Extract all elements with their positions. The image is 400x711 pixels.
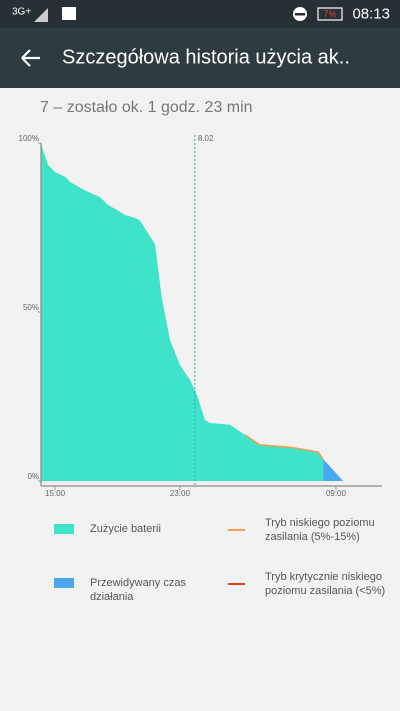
y-tick-label: 50% [23, 303, 39, 312]
battery-icon [317, 7, 343, 21]
mode-line [244, 434, 324, 460]
battery-area [41, 143, 324, 481]
legend-label: Zużycie baterii [90, 523, 161, 535]
clock: 08:13 [352, 5, 390, 22]
legend-label: Tryb niskiego poziomu zasilania (5%-15%) [265, 517, 375, 543]
x-tick-label: 23:00 [170, 489, 191, 498]
battery-area [323, 459, 344, 481]
x-tick-label: 09:00 [326, 489, 347, 498]
legend-swatch [228, 529, 245, 531]
status-bar [0, 0, 400, 28]
legend-swatch [228, 583, 245, 585]
legend-swatch [54, 524, 74, 534]
app-title: Szczegółowa historia użycia ak.. [62, 46, 350, 68]
legend-label: Przewidywany czas działania [90, 577, 186, 603]
app-bar [0, 28, 400, 88]
y-tick-label: 0% [27, 472, 39, 481]
back-button[interactable] [21, 49, 40, 67]
legend-label: Tryb krytycznie niskiego poziomu zasilan… [265, 571, 386, 597]
battery-level: 7% [323, 9, 336, 19]
network: 3G+ [12, 7, 31, 18]
legend-swatch [54, 578, 74, 588]
x-tick-label: 15:00 [45, 489, 66, 498]
y-tick-label: 100% [19, 134, 39, 143]
image-icon [62, 7, 76, 20]
signal-icon [34, 8, 48, 22]
marker-label: 8.02 [198, 134, 214, 143]
dnd-bar [295, 13, 305, 16]
subtitle: 7 – zostało ok. 1 godz. 23 min [40, 99, 253, 116]
